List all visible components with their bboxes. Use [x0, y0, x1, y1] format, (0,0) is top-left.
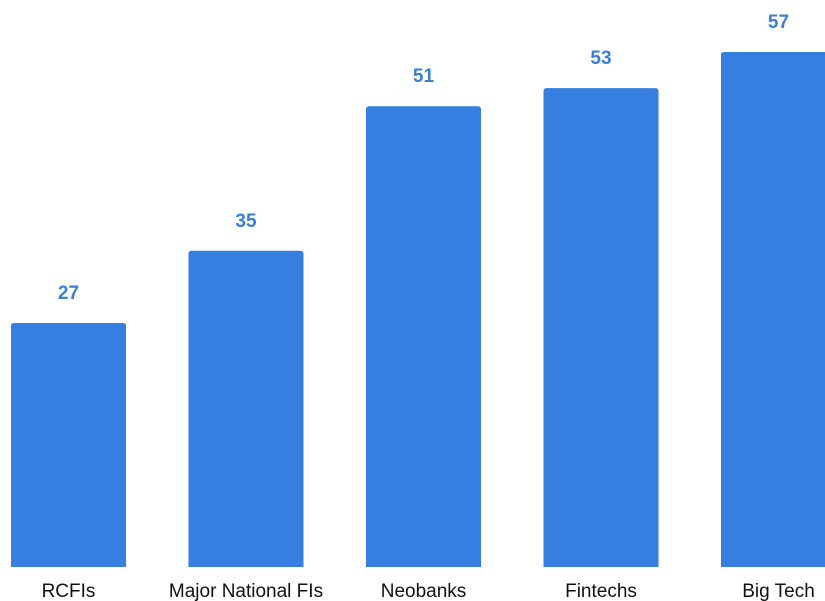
bar-major-national-fis	[188, 250, 304, 568]
category-label-rcfis: RCFIs	[42, 581, 96, 601]
category-label-major-national-fis: Major National FIs	[169, 581, 323, 601]
category-labels-group: RCFIs Major National FIs Neobanks Fintechs B…	[42, 581, 815, 601]
data-label-fintechs: 53	[590, 48, 611, 69]
category-label-neobanks: Neobanks	[381, 581, 467, 601]
data-label-major-national-fis: 35	[235, 211, 257, 232]
bar-rcfis	[11, 323, 126, 567]
bar-big-tech	[721, 52, 825, 567]
bar-neobanks	[366, 106, 481, 568]
value-labels-group: 27 35 51 53 57	[58, 12, 789, 304]
category-label-big-tech: Big Tech	[742, 581, 815, 601]
data-label-rcfis: 27	[58, 283, 79, 304]
bar-fintechs	[543, 88, 659, 567]
category-label-fintechs: Fintechs	[565, 581, 637, 601]
data-label-neobanks: 51	[413, 66, 435, 87]
bars-group	[11, 52, 825, 568]
data-label-big-tech: 57	[768, 12, 789, 33]
